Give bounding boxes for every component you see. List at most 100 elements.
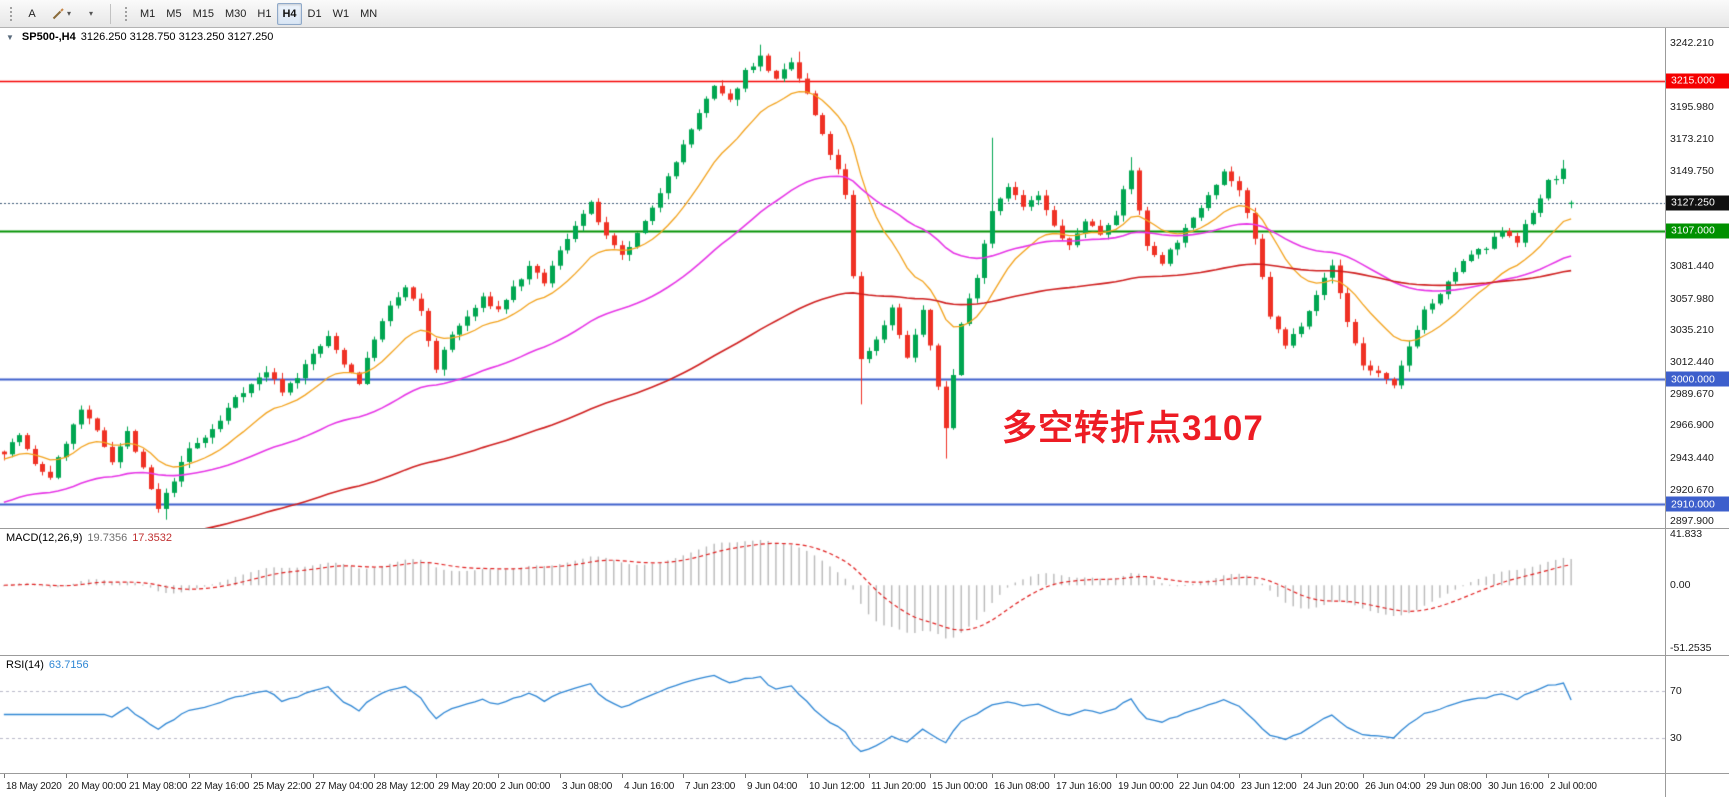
price-axis-label: 3242.210	[1670, 36, 1714, 49]
price-axis-label: 3149.750	[1670, 165, 1714, 178]
chart-title: ▼ SP500-,H4 3126.250 3128.750 3123.250 3…	[6, 31, 273, 43]
time-axis-tick	[313, 774, 314, 778]
time-axis-label: 22 Jun 04:00	[1179, 781, 1235, 792]
macd-label: MACD(12,26,9) 19.7356 17.3532	[6, 532, 172, 544]
time-axis-tick	[66, 774, 67, 778]
time-axis-label: 16 Jun 08:00	[994, 781, 1050, 792]
price-axis-label: 2897.900	[1670, 515, 1714, 528]
current-price-tag: 3127.250	[1666, 195, 1729, 211]
time-axis-label: 2 Jun 00:00	[500, 781, 551, 792]
price-axis[interactable]: 3242.210 3195.980 3173.210 3149.750 3081.440…	[1665, 28, 1729, 528]
time-axis-tick	[560, 774, 561, 778]
time-axis-label: 25 May 22:00	[253, 781, 312, 792]
time-axis-tick	[251, 774, 252, 778]
rsi-axis[interactable]: 70 30	[1665, 656, 1729, 773]
time-axis-label: 9 Jun 04:00	[747, 781, 798, 792]
price-axis-label: 2920.670	[1670, 483, 1714, 496]
time-axis-tick	[1363, 774, 1364, 778]
time-axis-label: 18 May 2020	[6, 781, 62, 792]
time-axis-tick	[374, 774, 375, 778]
periods-toolbar-drag-handle[interactable]	[123, 4, 130, 23]
time-axis-tick	[1054, 774, 1055, 778]
time-axis-tick	[4, 774, 5, 778]
time-axis-label: 19 Jun 00:00	[1118, 781, 1174, 792]
time-axis-label: 3 Jun 08:00	[562, 781, 613, 792]
time-axis-label: 15 Jun 00:00	[932, 781, 988, 792]
timeframe-m30-button[interactable]: M30	[220, 3, 251, 25]
time-axis-tick	[992, 774, 993, 778]
macd-axis-label: 41.833	[1670, 528, 1703, 541]
time-axis-tick	[1116, 774, 1117, 778]
time-axis-label: 20 May 00:00	[68, 781, 127, 792]
price-axis-label: 3195.980	[1670, 101, 1714, 114]
toolbar-separator	[110, 3, 112, 24]
time-axis-tick	[930, 774, 931, 778]
price-axis-label: 2989.670	[1670, 387, 1714, 400]
rsi-label: RSI(14) 63.7156	[6, 659, 89, 671]
text-tool-button[interactable]: A	[20, 3, 44, 25]
time-axis[interactable]: 18 May 2020 20 May 00:00 21 May 08:00 22 Ma…	[0, 773, 1729, 797]
time-axis-label: 29 May 20:00	[438, 781, 497, 792]
pencil-icon	[52, 7, 64, 19]
time-axis-label: 7 Jun 23:00	[685, 781, 736, 792]
hline-price-tag: 3215.000	[1666, 73, 1729, 89]
price-axis-label: 3035.210	[1670, 324, 1714, 337]
rsi-name: RSI(14)	[6, 659, 44, 671]
time-axis-tick	[436, 774, 437, 778]
time-axis-tick	[1239, 774, 1240, 778]
time-axis-label: 21 May 08:00	[129, 781, 188, 792]
time-axis-tick	[869, 774, 870, 778]
time-axis-label: 22 May 16:00	[191, 781, 250, 792]
price-axis-label: 3173.210	[1670, 132, 1714, 145]
chart-dropdown-icon[interactable]: ▼	[6, 33, 14, 42]
chevron-down-icon: ▾	[67, 8, 72, 18]
time-axis-label: 29 Jun 08:00	[1426, 781, 1482, 792]
macd-canvas[interactable]	[0, 529, 1665, 655]
time-axis-label: 4 Jun 16:00	[624, 781, 675, 792]
time-axis-label: 2 Jul 00:00	[1550, 781, 1597, 792]
time-axis-tick	[807, 774, 808, 778]
timeframe-buttons: M1 M5 M15 M30 H1 H4 D1 W1 MN	[135, 2, 382, 25]
time-axis-label: 30 Jun 16:00	[1488, 781, 1544, 792]
timeframe-m1-button[interactable]: M1	[135, 3, 160, 25]
timeframe-h1-button[interactable]: H1	[252, 3, 276, 25]
price-axis-label: 2966.900	[1670, 419, 1714, 432]
timeframe-m5-button[interactable]: M5	[161, 3, 186, 25]
time-axis-tick	[1486, 774, 1487, 778]
time-axis-label: 24 Jun 20:00	[1303, 781, 1359, 792]
time-axis-label: 17 Jun 16:00	[1056, 781, 1112, 792]
price-axis-label: 3012.440	[1670, 356, 1714, 369]
time-axis-label: 10 Jun 12:00	[809, 781, 865, 792]
timeframe-h4-button[interactable]: H4	[277, 2, 302, 25]
chart-annotation-text: 多空转折点3107	[1002, 409, 1264, 448]
chart-symbol: SP500-,H4	[21, 31, 76, 43]
timeframe-w1-button[interactable]: W1	[328, 3, 355, 25]
rsi-panel: RSI(14) 63.7156 70 30	[0, 655, 1729, 773]
macd-panel: MACD(12,26,9) 19.7356 17.3532 41.833 0.00…	[0, 528, 1729, 655]
macd-axis[interactable]: 41.833 0.00 -51.2535	[1665, 528, 1729, 655]
time-axis-tick	[498, 774, 499, 778]
rsi-axis-label: 70	[1670, 685, 1682, 698]
time-axis-tick	[189, 774, 190, 778]
hline-price-tag: 3107.000	[1666, 223, 1729, 239]
timeframe-d1-button[interactable]: D1	[303, 3, 327, 25]
time-axis-label: 11 Jun 20:00	[871, 781, 926, 792]
price-chart-canvas[interactable]	[0, 28, 1665, 528]
timeframe-mn-button[interactable]: MN	[355, 3, 382, 25]
rsi-axis-label: 30	[1670, 731, 1682, 744]
hline-price-tag: 2910.000	[1666, 496, 1729, 512]
objects-dropdown-button[interactable]: ▾	[78, 3, 102, 25]
chevron-down-icon: ▾	[89, 8, 94, 18]
rsi-canvas[interactable]	[0, 656, 1665, 773]
price-axis-label: 3081.440	[1670, 260, 1714, 273]
time-axis-tick	[683, 774, 684, 778]
toolbar-drag-handle[interactable]	[8, 4, 14, 23]
time-axis-tick	[622, 774, 623, 778]
time-axis-label: 27 May 04:00	[315, 781, 374, 792]
axis-corner	[1665, 774, 1729, 797]
macd-signal-value: 17.3532	[132, 532, 172, 544]
timeframe-m15-button[interactable]: M15	[188, 3, 219, 25]
rsi-value: 63.7156	[48, 659, 89, 671]
shapes-tool-button[interactable]: ▾	[46, 3, 76, 25]
